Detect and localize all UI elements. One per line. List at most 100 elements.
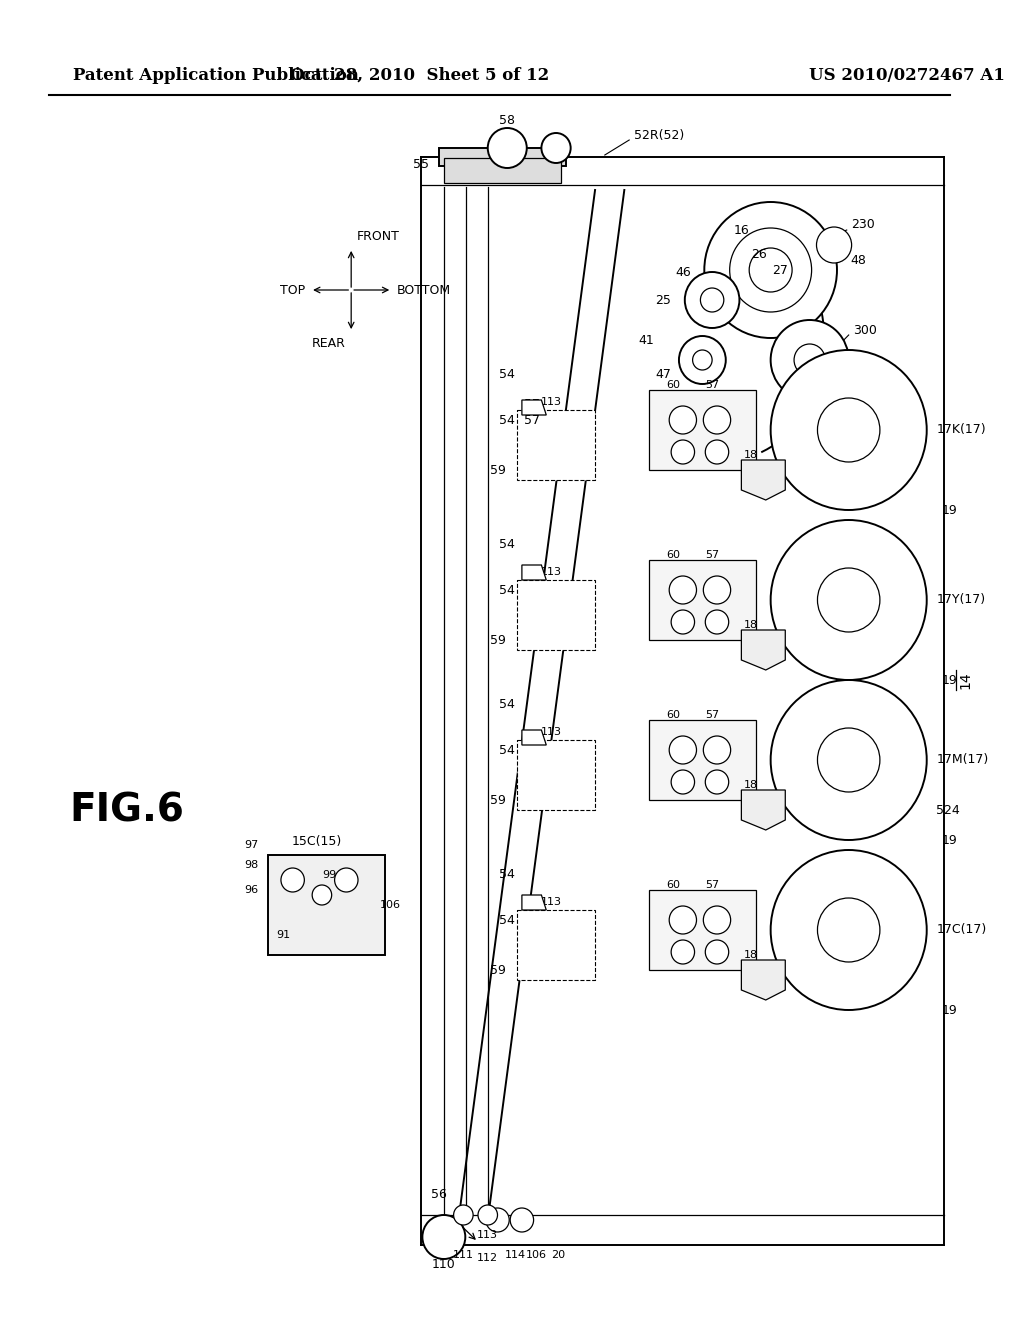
Text: 14: 14	[958, 671, 973, 689]
Text: 54: 54	[500, 913, 515, 927]
Bar	[268, 855, 385, 954]
Circle shape	[671, 940, 694, 964]
Circle shape	[703, 407, 731, 434]
Text: 17M(17): 17M(17)	[937, 754, 989, 767]
Text: 110: 110	[432, 1258, 456, 1271]
Text: 25: 25	[655, 293, 672, 306]
Text: US 2010/0272467 A1: US 2010/0272467 A1	[809, 66, 1006, 83]
Text: 96: 96	[245, 884, 258, 895]
Text: 97: 97	[245, 840, 258, 850]
Text: 16: 16	[733, 223, 750, 236]
Circle shape	[671, 770, 694, 795]
Text: 55: 55	[414, 158, 429, 172]
Text: 57: 57	[706, 880, 719, 890]
Text: 59: 59	[489, 964, 506, 977]
Circle shape	[312, 884, 332, 906]
Circle shape	[817, 729, 880, 792]
Text: 18: 18	[744, 950, 758, 960]
Text: 57: 57	[523, 413, 540, 426]
Circle shape	[679, 337, 726, 384]
Circle shape	[671, 440, 694, 465]
Circle shape	[771, 850, 927, 1010]
Text: 99: 99	[322, 870, 336, 880]
Text: 60: 60	[666, 880, 680, 890]
Text: 46: 46	[675, 265, 691, 279]
Text: 57: 57	[706, 710, 719, 719]
Circle shape	[510, 1208, 534, 1232]
Text: 19: 19	[941, 503, 957, 516]
Text: 113: 113	[541, 727, 561, 737]
Text: 524: 524	[937, 804, 961, 817]
Circle shape	[706, 940, 729, 964]
Text: 17Y(17): 17Y(17)	[937, 594, 986, 606]
Text: 113: 113	[477, 1230, 499, 1239]
Text: 19: 19	[941, 1003, 957, 1016]
Text: 24: 24	[858, 359, 874, 371]
Text: 230: 230	[851, 219, 874, 231]
Text: 106: 106	[380, 900, 400, 909]
Text: 17K(17): 17K(17)	[937, 424, 986, 437]
Circle shape	[750, 248, 793, 292]
Circle shape	[817, 898, 880, 962]
Text: 60: 60	[666, 710, 680, 719]
Text: FRONT: FRONT	[357, 230, 400, 243]
Circle shape	[670, 906, 696, 935]
Circle shape	[703, 906, 731, 935]
Text: 18: 18	[744, 620, 758, 630]
Polygon shape	[522, 400, 546, 414]
Text: 52R(52): 52R(52)	[634, 128, 684, 141]
Polygon shape	[522, 730, 546, 744]
Text: 15C(15): 15C(15)	[292, 836, 342, 849]
Circle shape	[670, 737, 696, 764]
Bar	[517, 411, 595, 480]
Circle shape	[487, 128, 526, 168]
Polygon shape	[741, 459, 785, 500]
Bar	[649, 560, 756, 640]
Text: 54: 54	[500, 698, 515, 711]
Text: 54: 54	[500, 869, 515, 882]
Text: 18: 18	[744, 780, 758, 789]
Circle shape	[700, 288, 724, 312]
Circle shape	[705, 202, 837, 338]
Bar	[649, 719, 756, 800]
Text: 59: 59	[489, 463, 506, 477]
Text: 113: 113	[541, 898, 561, 907]
Circle shape	[671, 610, 694, 634]
Polygon shape	[741, 960, 785, 1001]
Circle shape	[730, 228, 812, 312]
Circle shape	[485, 1208, 509, 1232]
Text: 54: 54	[500, 539, 515, 552]
Text: 60: 60	[666, 550, 680, 560]
Circle shape	[670, 407, 696, 434]
Text: FIG.6: FIG.6	[70, 791, 184, 829]
Text: 59: 59	[489, 634, 506, 647]
Text: 111: 111	[453, 1250, 474, 1261]
Circle shape	[771, 680, 927, 840]
Bar	[517, 909, 595, 979]
Text: Patent Application Publication: Patent Application Publication	[73, 66, 359, 83]
Circle shape	[703, 576, 731, 605]
Circle shape	[771, 319, 849, 400]
Circle shape	[542, 133, 570, 162]
Circle shape	[706, 770, 729, 795]
Text: 57: 57	[523, 399, 540, 412]
Text: BOTTOM: BOTTOM	[397, 284, 452, 297]
Circle shape	[817, 568, 880, 632]
Text: 112: 112	[477, 1253, 499, 1263]
Bar	[517, 579, 595, 649]
Polygon shape	[522, 565, 546, 579]
Text: 54: 54	[500, 368, 515, 381]
Text: 114: 114	[505, 1250, 525, 1261]
Bar	[439, 148, 566, 166]
Text: TOP: TOP	[281, 284, 305, 297]
Polygon shape	[741, 789, 785, 830]
Circle shape	[771, 350, 927, 510]
Text: 54: 54	[500, 413, 515, 426]
Circle shape	[685, 272, 739, 327]
Circle shape	[816, 227, 852, 263]
Text: 57: 57	[706, 550, 719, 560]
Polygon shape	[741, 630, 785, 671]
Text: 27: 27	[772, 264, 788, 276]
Circle shape	[706, 610, 729, 634]
Text: 26: 26	[751, 248, 767, 261]
